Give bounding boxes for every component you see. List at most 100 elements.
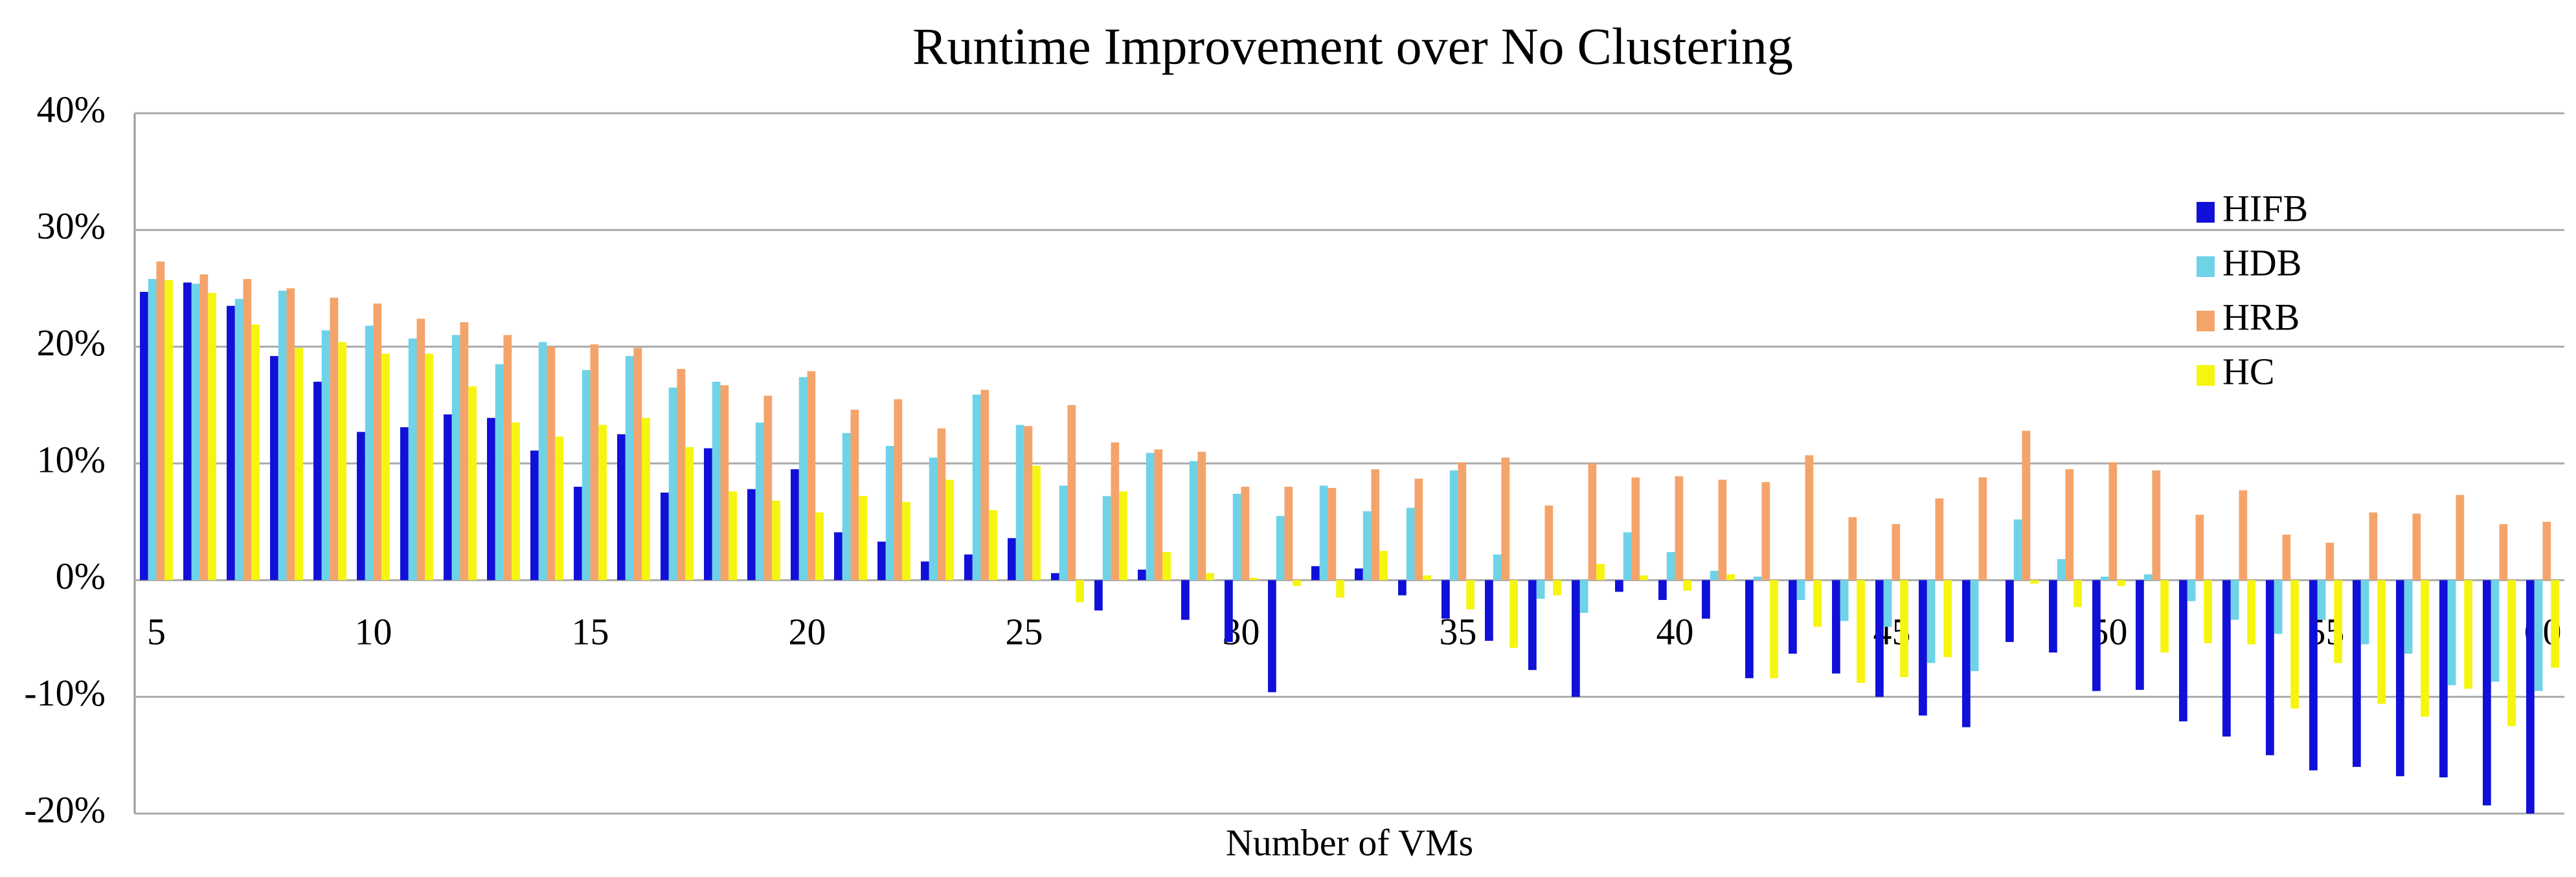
bar: [894, 399, 903, 581]
bar: [1544, 505, 1554, 581]
bar: [685, 447, 694, 581]
bar: [1579, 580, 1588, 613]
bar: [2073, 580, 2082, 607]
bar: [2247, 580, 2255, 645]
chart-title: Runtime Improvement over No Clustering: [912, 18, 1793, 75]
bar: [1024, 426, 1033, 581]
bar: [512, 422, 520, 581]
bar: [451, 335, 460, 581]
bar: [1848, 516, 1857, 581]
bar: [1726, 574, 1735, 581]
bar: [1362, 511, 1372, 581]
bar: [1232, 493, 1241, 581]
bar: [1710, 570, 1719, 581]
bar: [1146, 452, 1155, 581]
bar: [2290, 580, 2299, 709]
bar: [2499, 524, 2508, 581]
bar: [2117, 580, 2125, 586]
bar: [2334, 580, 2342, 663]
bar: [704, 448, 712, 581]
bar: [1770, 580, 1778, 678]
bar: [2412, 513, 2421, 581]
bar: [2542, 522, 2551, 581]
bar: [902, 502, 910, 581]
bar: [1189, 461, 1198, 581]
bar: [495, 364, 504, 581]
bar: [772, 500, 780, 581]
bar: [278, 291, 287, 581]
bar: [2092, 580, 2101, 691]
bar: [270, 356, 278, 581]
bar: [1572, 580, 1580, 697]
bar: [1449, 470, 1458, 581]
bar: [148, 279, 157, 581]
bar: [1805, 455, 1814, 581]
bar: [1406, 507, 1415, 581]
bar: [1015, 425, 1024, 581]
bar: [1059, 485, 1068, 581]
bar: [2421, 580, 2429, 717]
bar: [763, 395, 773, 581]
bar: [972, 394, 981, 581]
bar: [582, 370, 591, 581]
bar: [598, 425, 607, 581]
bar: [1197, 451, 1206, 581]
bar: [1875, 580, 1884, 697]
bar: [834, 532, 842, 581]
bar: [1753, 576, 1762, 581]
bar: [2309, 580, 2318, 771]
bar: [921, 561, 929, 581]
bar: [1919, 580, 1927, 716]
bar: [1789, 580, 1797, 654]
bar: [1102, 496, 1111, 581]
bar: [1528, 580, 1537, 671]
bar: [2013, 519, 2022, 581]
bar: [199, 274, 209, 581]
bar: [487, 417, 495, 581]
bar: [1683, 580, 1691, 591]
bar: [850, 410, 859, 581]
bar: [1249, 577, 1258, 581]
bar: [1008, 538, 1016, 581]
bar: [530, 450, 539, 581]
bar: [2143, 574, 2152, 581]
bar: [1970, 580, 1979, 671]
bar: [2447, 580, 2456, 685]
bar: [964, 554, 973, 581]
bar: [1623, 532, 1632, 581]
bar: [2507, 580, 2516, 726]
legend-swatch: [2197, 202, 2215, 223]
bar: [1181, 580, 1190, 620]
y-tick-label: 30%: [37, 205, 106, 247]
bar: [321, 330, 330, 581]
bar: [1379, 551, 1388, 581]
bar: [720, 385, 729, 581]
bar: [807, 371, 816, 581]
bar: [538, 342, 547, 581]
x-tick-label: 40: [1656, 610, 1694, 652]
bar: [1658, 580, 1667, 600]
bar: [555, 436, 563, 581]
bar: [1067, 405, 1076, 581]
bar: [503, 335, 512, 581]
bar: [1588, 463, 1597, 581]
bar: [338, 342, 346, 581]
bar: [425, 353, 433, 581]
x-axis-label: Number of VMs: [1226, 821, 1473, 863]
bar: [945, 480, 954, 581]
bar: [183, 282, 192, 581]
bar: [798, 377, 808, 581]
bar: [2439, 580, 2448, 778]
bar: [625, 356, 634, 581]
bar: [1284, 487, 1293, 581]
bar: [2179, 580, 2187, 722]
legend-label: HDB: [2222, 241, 2301, 283]
bar: [1458, 462, 1467, 581]
bar: [1718, 480, 1727, 581]
bar: [574, 487, 582, 581]
bar: [1293, 580, 1301, 586]
bar: [1138, 570, 1146, 581]
x-tick-label: 20: [789, 610, 826, 652]
bar: [2491, 580, 2500, 682]
